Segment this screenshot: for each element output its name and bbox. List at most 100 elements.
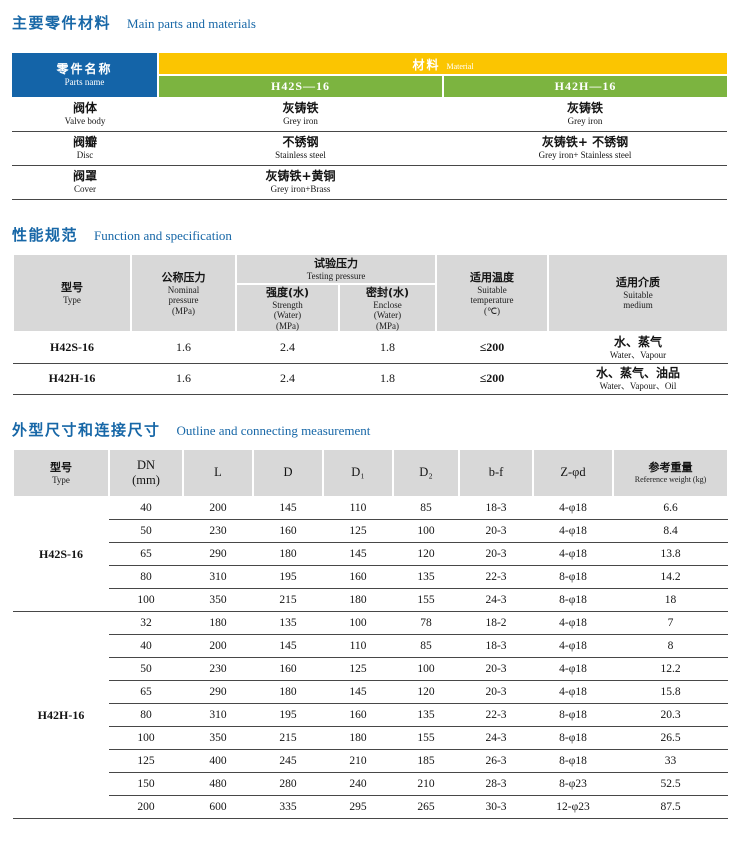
- header-zh-label: 型号: [61, 281, 83, 294]
- cell-bf: 20-3: [459, 657, 533, 681]
- header-en-label: Strength: [272, 299, 303, 310]
- cell-weight: 6.6: [613, 496, 728, 520]
- cell-enclose: 1.8: [339, 332, 437, 364]
- cell-medium: 水、蒸气、油品 Water、Vapour、Oil: [548, 363, 729, 395]
- section3-title-zh: 外型尺寸和连接尺寸: [12, 420, 161, 439]
- material-zh: 灰铸铁+黄铜: [265, 169, 336, 183]
- cell-weight: 52.5: [613, 772, 728, 796]
- cell-d1: 160: [323, 565, 393, 589]
- cell-l: 350: [183, 726, 253, 750]
- table-row: H42H-16 32 180 135 100 78 18-2 4-φ18 7: [13, 611, 728, 819]
- cell-weight: 20.3: [613, 703, 728, 727]
- header-label: Z-φd: [560, 465, 586, 479]
- cell-l: 230: [183, 657, 253, 681]
- cell-nominal-pressure: 1.6: [131, 332, 236, 364]
- cell-l: 350: [183, 588, 253, 612]
- table-row: H42H-16 1.6 2.4 1.8 ≤200 水、蒸气、油品 Water、Va…: [13, 363, 729, 395]
- material-cell-h42s16: 灰铸铁 Grey iron: [158, 97, 443, 132]
- header-en-label: Suitable: [623, 289, 653, 300]
- header-en-label: temperature: [470, 295, 514, 305]
- cell-d: 135: [253, 611, 323, 635]
- cell-dn: 80: [109, 703, 183, 727]
- cell-model: H42H-16: [13, 363, 131, 395]
- header-l: L: [182, 447, 254, 498]
- header-zh-label: 参考重量: [648, 460, 693, 474]
- cell-d: 145: [253, 496, 323, 520]
- cell-d2: 155: [393, 726, 459, 750]
- table-row: H42S-16 1.6 2.4 1.8 ≤200 水、蒸气 Water、Vapou…: [13, 332, 729, 364]
- header-d2: D₂: [392, 447, 460, 498]
- cell-d1: 145: [323, 680, 393, 704]
- cell-l: 230: [183, 519, 253, 543]
- cell-dn: 100: [109, 588, 183, 612]
- cell-d1: 180: [323, 726, 393, 750]
- table-row: 125 400 245 210 185 26-3 8-φ18 33: [13, 749, 728, 773]
- cell-zfd: 4-φ18: [533, 496, 613, 520]
- header-type: 型号 Type: [12, 252, 132, 333]
- header-en-label: Testing pressure: [306, 270, 366, 281]
- part-cell: 阀体 Valve body: [12, 97, 158, 132]
- model-header-h42s16: H42S—16: [157, 74, 443, 97]
- cell-d: 180: [253, 542, 323, 566]
- section1-title-zh: 主要零件材料: [12, 14, 112, 32]
- model-header-h42h16: H42H—16: [442, 74, 727, 97]
- cell-d2: 135: [393, 565, 459, 589]
- header-label: D₂: [419, 465, 433, 479]
- cell-d: 245: [253, 749, 323, 773]
- cell-bf: 28-3: [459, 772, 533, 796]
- header-d1: D₁: [322, 447, 394, 498]
- table-row: 65 290 180 145 120 20-3 4-φ18 13.8: [13, 542, 728, 566]
- cell-bf: 18-2: [459, 611, 533, 635]
- header-subrow: 强度(水) Strength (Water) (MPa) 密封(水) Enclo…: [13, 282, 728, 333]
- cell-l: 290: [183, 542, 253, 566]
- material-cell-h42h16: 灰铸铁+ 不锈钢 Grey iron+ Stainless steel: [443, 131, 727, 166]
- cell-weight: 14.2: [613, 565, 728, 589]
- cell-bf: 18-3: [459, 496, 533, 520]
- header-bf: b-f: [458, 447, 534, 498]
- header-zh-label: 公称压力: [161, 270, 206, 284]
- cell-dn: 40: [109, 634, 183, 658]
- material-en: Grey iron+ Stainless steel: [538, 150, 632, 160]
- cell-d1: 210: [323, 749, 393, 773]
- table-row: 50 230 160 125 100 20-3 4-φ18 8.4: [13, 519, 728, 543]
- medium-en: Water、Vapour、Oil: [599, 380, 677, 391]
- header-en-label: Reference weight (kg): [634, 474, 707, 484]
- cell-dn: 50: [109, 519, 183, 543]
- header-zh-label: 密封(水): [365, 285, 410, 299]
- cell-d: 195: [253, 703, 323, 727]
- header-en-label: medium: [623, 300, 653, 311]
- header-en-label: (MPa): [276, 320, 299, 331]
- dimensions-table: 型号 Type DN (mm) L D D₁ D₂ b-f Z-φd 参考重量 Ref…: [12, 447, 729, 819]
- materials-header-row: 零件名称 Parts name 材料 Material: [12, 53, 727, 97]
- cell-d2: 78: [393, 611, 459, 635]
- parts-name-zh: 零件名称: [56, 62, 113, 76]
- material-zh: 材料: [412, 58, 441, 72]
- medium-zh: 水、蒸气: [614, 334, 663, 349]
- part-zh: 阀体: [72, 100, 97, 115]
- material-cell-h42h16: 灰铸铁 Grey iron: [443, 97, 727, 132]
- material-en: Material: [446, 62, 474, 71]
- header-row: 型号 Type 公称压力 Nominal pressure (MPa) 试验压力…: [12, 252, 730, 333]
- cell-d: 195: [253, 565, 323, 589]
- cell-weight: 8.4: [613, 519, 728, 543]
- cell-d1: 145: [323, 542, 393, 566]
- header-en-label: (Water): [373, 310, 402, 320]
- cell-weight: 8: [613, 634, 728, 658]
- cell-d1: 295: [323, 795, 393, 819]
- cell-d: 160: [253, 657, 323, 681]
- cell-d: 335: [253, 795, 323, 819]
- cell-l: 200: [183, 634, 253, 658]
- cell-dn: 125: [109, 749, 183, 773]
- material-en: Grey iron: [283, 115, 318, 126]
- cell-model: H42S-16: [13, 332, 131, 364]
- part-en: Cover: [74, 184, 96, 194]
- header-zh-label: 强度(水): [265, 285, 310, 299]
- cell-zfd: 4-φ18: [533, 634, 613, 658]
- cell-d: 215: [253, 588, 323, 612]
- cell-dn: 32: [109, 611, 183, 635]
- cell-zfd: 8-φ18: [533, 726, 613, 750]
- cell-weight: 33: [613, 749, 728, 773]
- cell-weight: 12.2: [613, 657, 728, 681]
- material-cell-h42s16: 不锈钢 Stainless steel: [158, 131, 443, 166]
- part-en: Valve body: [64, 115, 106, 126]
